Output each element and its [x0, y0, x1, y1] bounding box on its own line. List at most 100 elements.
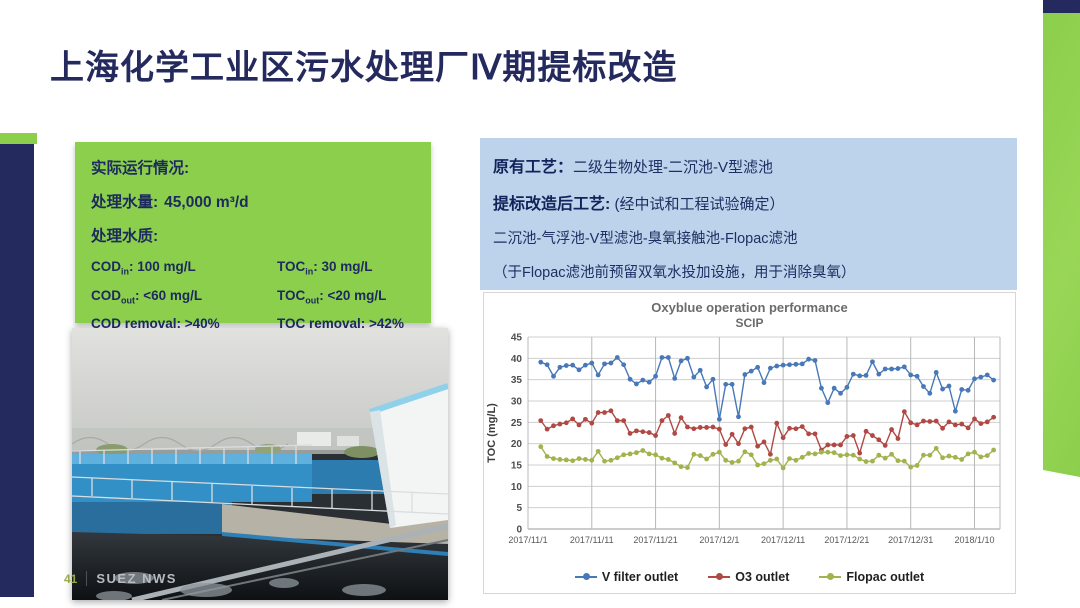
series-point: [933, 369, 939, 375]
series-point: [799, 454, 805, 460]
series-point: [959, 386, 965, 392]
series-point: [748, 424, 754, 430]
series-point: [621, 452, 627, 457]
x-tick-label: 2017/11/1: [508, 535, 547, 545]
series-point: [729, 381, 735, 387]
series-point: [940, 425, 945, 431]
series-point: [908, 464, 914, 470]
series-point: [914, 373, 920, 379]
series-point: [595, 448, 601, 454]
series-point: [991, 414, 997, 420]
series-point: [672, 375, 678, 381]
series-point: [627, 430, 633, 436]
y-tick-label: 35: [511, 375, 523, 386]
series-point: [870, 358, 875, 364]
y-tick-label: 0: [516, 524, 522, 535]
series-point: [812, 357, 818, 363]
series-point: [780, 465, 786, 471]
series-point: [634, 381, 639, 386]
series-point: [736, 414, 741, 419]
series-point: [742, 371, 748, 377]
series-point: [831, 449, 837, 455]
series-point: [627, 376, 633, 382]
x-tick-label: 2017/12/31: [888, 535, 933, 545]
series-point: [908, 372, 914, 378]
series-point: [812, 451, 818, 456]
series-point: [921, 383, 926, 389]
series-point: [761, 379, 767, 385]
series-point: [780, 434, 786, 440]
series-point: [704, 456, 709, 462]
series-point: [621, 361, 627, 367]
series-point: [965, 387, 971, 393]
series-point: [787, 455, 792, 461]
series-point: [716, 449, 722, 455]
series-point: [716, 426, 722, 432]
series-point: [653, 452, 658, 457]
series-point: [755, 443, 761, 449]
series-point: [736, 440, 741, 446]
series-point: [882, 442, 888, 448]
series-point: [672, 460, 678, 465]
x-tick-label: 2017/11/21: [633, 535, 677, 545]
y-tick-label: 45: [511, 332, 523, 343]
series-point: [563, 362, 569, 368]
series-point: [691, 425, 697, 431]
y-tick-label: 40: [511, 353, 523, 364]
x-tick-label: 2017/12/1: [699, 535, 739, 545]
series-point: [972, 416, 977, 421]
original-process-label: 原有工艺：: [493, 159, 574, 176]
series-point: [831, 385, 837, 391]
quality-item-cod-removal: COD removal: >40%: [91, 316, 220, 332]
series-point: [538, 417, 544, 423]
water-quality-grid: CODin: 100 mg/L TOCin: 30 mg/L CODout: <…: [91, 259, 415, 334]
series-point: [563, 420, 569, 425]
series-point: [570, 416, 576, 421]
y-tick-label: 25: [511, 417, 523, 428]
series-point: [723, 441, 729, 447]
series-point: [595, 372, 601, 378]
x-tick-label: 2017/11/11: [570, 535, 614, 545]
series-point: [933, 445, 939, 451]
series-point: [882, 455, 888, 461]
series-point: [831, 442, 837, 447]
series-point: [946, 419, 952, 424]
series-point: [595, 409, 601, 415]
series-point: [736, 458, 741, 464]
series-point: [742, 449, 748, 454]
quality-item-cod-out: CODout: <60 mg/L: [91, 287, 203, 306]
series-point: [685, 464, 690, 470]
series-point: [634, 449, 639, 455]
series-point: [946, 383, 952, 389]
legend-label: Flopac outlet: [846, 569, 925, 584]
series-point: [659, 417, 665, 423]
series-point: [614, 417, 620, 423]
series-point: [952, 454, 958, 460]
series-point: [576, 455, 582, 461]
series-point: [959, 456, 965, 462]
series-point: [984, 372, 990, 378]
series-point: [793, 457, 799, 463]
quality-item-toc-out: TOCout: <20 mg/L: [277, 287, 387, 306]
series-point: [901, 458, 907, 464]
series-point: [857, 373, 863, 378]
quality-item-toc-removal: TOC removal: >42%: [277, 316, 404, 332]
series-point: [825, 442, 831, 447]
series-point: [544, 453, 550, 459]
oxyblue-performance-chart: Oxyblue operation performance SCIP 0 5 10 1…: [483, 292, 1016, 594]
y-tick-label: 30: [511, 396, 523, 407]
series-point: [850, 432, 856, 438]
flow-rate-value: 45,000 m³/d: [164, 194, 249, 211]
series-point: [780, 362, 786, 368]
series-point: [895, 435, 901, 441]
legend-label: O3 outlet: [735, 569, 790, 584]
series-point: [691, 451, 697, 457]
series-point: [608, 360, 614, 366]
series-point: [761, 439, 767, 445]
y-tick-label: 10: [511, 481, 523, 492]
series-point: [850, 371, 856, 377]
series-point: [710, 376, 716, 382]
series-point: [544, 426, 550, 432]
series-point: [678, 463, 684, 469]
top-right-navy-block: [1043, 0, 1080, 13]
